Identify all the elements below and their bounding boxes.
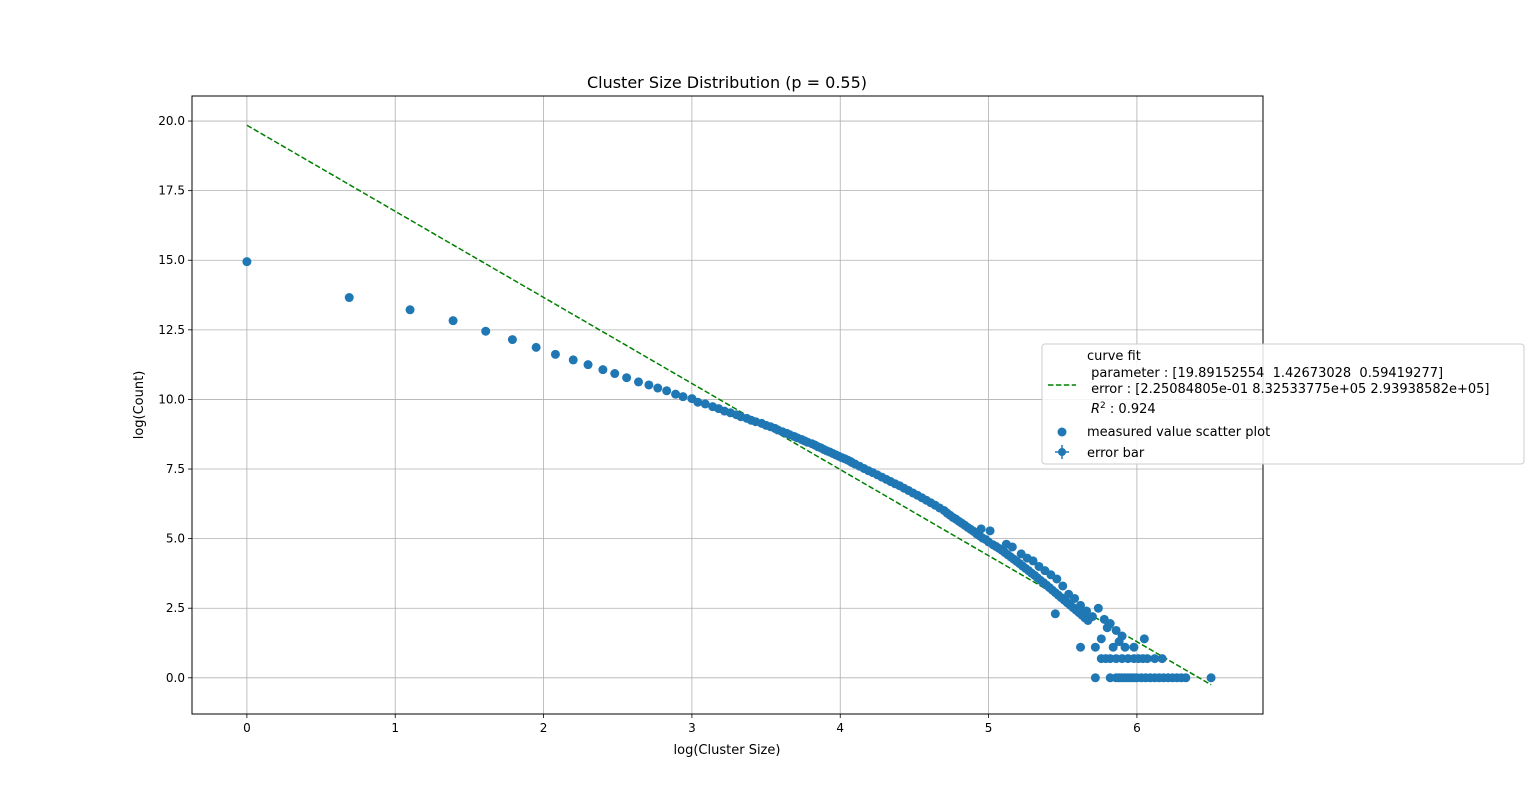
scatter-point (1150, 654, 1160, 664)
scatter-point (644, 380, 654, 390)
legend-fit-parameters: parameter : [19.89152554 1.42673028 0.59… (1087, 366, 1443, 381)
scatter-points (242, 257, 1216, 683)
scatter-point (1076, 642, 1086, 652)
legend-box (1041, 343, 1525, 465)
legend-errorbar-swatch (1058, 448, 1066, 456)
scatter-point (985, 526, 995, 536)
scatter-point (550, 349, 560, 359)
x-tick-label: 3 (688, 721, 696, 735)
scatter-point (622, 373, 632, 383)
scatter-point (693, 397, 703, 407)
scatter-point (1081, 606, 1091, 616)
x-axis-label: log(Cluster Size) (674, 743, 781, 758)
y-axis-ticks: 0.0 2.5 5.0 7.5 10.0 12.5 15.0 17.5 20.0 (158, 114, 192, 685)
scatter-point (678, 392, 688, 402)
scatter-point (583, 360, 593, 370)
y-tick-label: 15.0 (158, 253, 185, 267)
legend-scatter-swatch (1057, 427, 1067, 437)
y-tick-label: 2.5 (166, 601, 185, 615)
scatter-point (1096, 634, 1106, 644)
scatter-point (448, 316, 458, 326)
scatter-point (976, 524, 986, 534)
y-tick-label: 17.5 (158, 184, 185, 198)
scatter-point (1007, 542, 1017, 552)
y-tick-label: 10.0 (158, 392, 185, 406)
scatter-point (1129, 642, 1139, 652)
scatter-point (1111, 625, 1121, 635)
scatter-point (344, 293, 354, 303)
legend-fit-errors: error : [2.25084805e-01 8.32533775e+05 2… (1087, 382, 1489, 397)
legend-fit-title: curve fit (1087, 349, 1141, 364)
scatter-point (1050, 609, 1060, 619)
scatter-point (1087, 612, 1097, 622)
scatter-point (1070, 593, 1080, 603)
scatter-point (671, 389, 681, 399)
grid (192, 96, 1263, 714)
scatter-point (1090, 673, 1100, 683)
scatter-point (1058, 581, 1068, 591)
y-axis-label: log(Count) (132, 371, 147, 440)
scatter-point (1093, 603, 1103, 613)
scatter-point (1157, 654, 1167, 664)
scatter-point (700, 399, 710, 409)
scatter-point (1028, 556, 1038, 566)
scatter-point (1076, 600, 1086, 610)
scatter-point (1206, 673, 1216, 683)
legend-r2-symbol: R (1091, 402, 1100, 417)
legend-r2-value: : 0.924 (1106, 402, 1156, 417)
scatter-point (507, 335, 517, 345)
y-tick-label: 20.0 (158, 114, 185, 128)
x-tick-label: 2 (540, 721, 548, 735)
x-tick-label: 6 (1133, 721, 1141, 735)
scatter-point (662, 386, 672, 396)
x-tick-label: 0 (243, 721, 251, 735)
y-tick-label: 12.5 (158, 323, 185, 337)
scatter-point (1052, 574, 1062, 584)
scatter-point (610, 369, 620, 379)
scatter-point (1108, 642, 1118, 652)
scatter-point (1090, 642, 1100, 652)
legend: curve fit parameter : [19.89152554 1.426… (1041, 343, 1525, 465)
scatter-point (633, 377, 643, 387)
x-tick-label: 4 (836, 721, 844, 735)
y-tick-label: 7.5 (166, 462, 185, 476)
x-tick-label: 1 (391, 721, 399, 735)
scatter-point (481, 326, 491, 336)
scatter-point (1114, 637, 1124, 647)
scatter-point (1139, 634, 1149, 644)
scatter-point (242, 257, 252, 267)
scatter-point (531, 342, 541, 352)
x-axis-ticks: 0 1 2 3 4 5 6 (243, 714, 1141, 735)
legend-r2-exponent: 2 (1100, 401, 1106, 411)
legend-errorbar-label: error bar (1087, 446, 1145, 461)
y-tick-label: 0.0 (166, 671, 185, 685)
chart-title: Cluster Size Distribution (p = 0.55) (587, 73, 867, 92)
legend-fit-r2: R2 : 0.924 (1091, 401, 1156, 417)
x-tick-label: 5 (985, 721, 993, 735)
scatter-point (653, 383, 663, 393)
scatter-point (1181, 673, 1191, 683)
scatter-point (1120, 642, 1130, 652)
scatter-point (1102, 623, 1112, 633)
scatter-point (598, 365, 608, 375)
scatter-point (1142, 654, 1152, 664)
y-tick-label: 5.0 (166, 532, 185, 546)
scatter-point (568, 355, 578, 365)
scatter-point (405, 305, 415, 315)
legend-scatter-label: measured value scatter plot (1087, 425, 1270, 440)
